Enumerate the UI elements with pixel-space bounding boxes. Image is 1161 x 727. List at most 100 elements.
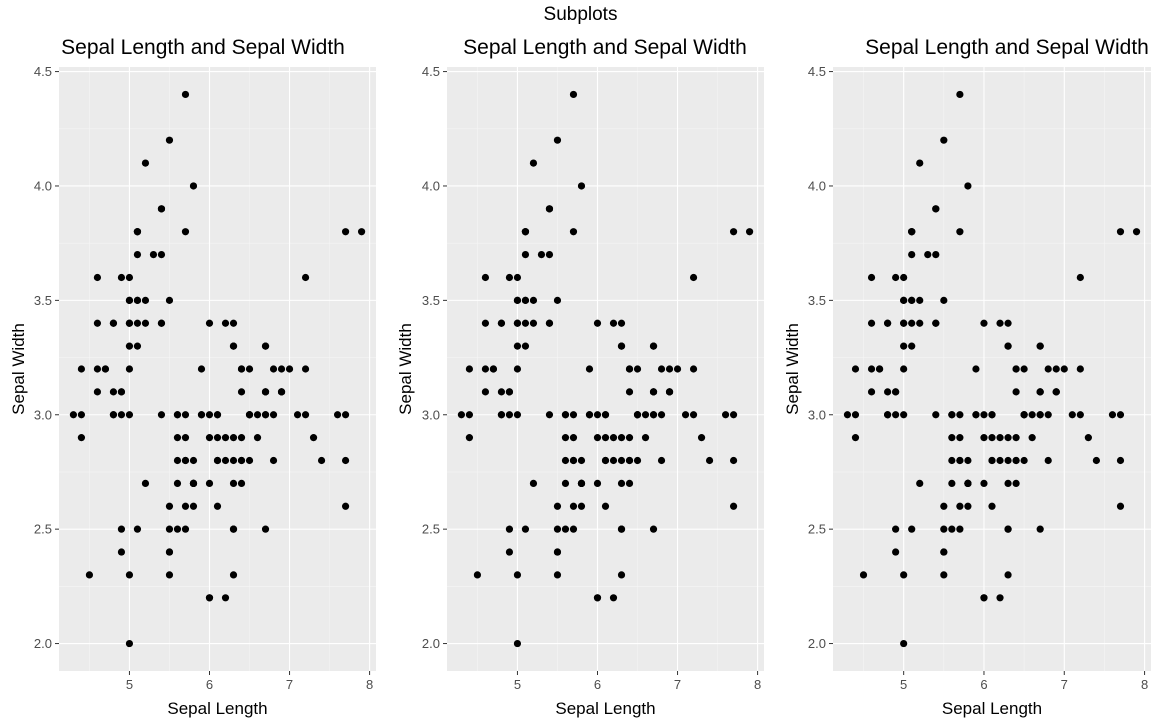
x-axis-label: Sepal Length bbox=[555, 699, 655, 718]
data-point bbox=[964, 456, 972, 465]
data-point bbox=[948, 434, 956, 442]
data-point bbox=[867, 388, 876, 396]
x-tick-label: 8 bbox=[754, 677, 761, 692]
data-point bbox=[93, 273, 102, 282]
data-point bbox=[972, 365, 980, 373]
data-point bbox=[940, 571, 948, 579]
data-point bbox=[908, 342, 916, 350]
data-point bbox=[261, 388, 270, 396]
data-point bbox=[221, 434, 230, 442]
panel-background bbox=[833, 67, 1151, 671]
data-point bbox=[505, 525, 514, 533]
y-tick-label: 2.5 bbox=[34, 522, 52, 537]
data-point bbox=[293, 411, 302, 419]
data-point bbox=[513, 342, 522, 350]
data-point bbox=[341, 411, 350, 419]
data-point bbox=[521, 296, 530, 304]
data-point bbox=[561, 411, 570, 419]
data-point bbox=[577, 456, 586, 465]
figure-title: Subplots bbox=[543, 4, 618, 25]
data-point bbox=[1012, 365, 1020, 373]
data-point bbox=[173, 411, 182, 419]
y-tick-label: 4.0 bbox=[422, 178, 440, 193]
y-tick-label: 3.5 bbox=[422, 293, 440, 308]
data-point bbox=[1092, 456, 1100, 465]
x-tick-label: 8 bbox=[366, 677, 373, 692]
y-tick-label: 4.0 bbox=[34, 178, 52, 193]
data-point bbox=[593, 434, 602, 442]
data-point bbox=[585, 411, 594, 419]
data-point bbox=[689, 273, 698, 282]
data-point bbox=[465, 411, 474, 419]
y-tick-label: 3.5 bbox=[808, 293, 826, 308]
x-axis-label: Sepal Length bbox=[942, 699, 1042, 718]
data-point bbox=[173, 479, 182, 487]
data-point bbox=[285, 365, 294, 373]
data-point bbox=[521, 251, 530, 259]
data-point bbox=[569, 456, 578, 465]
data-point bbox=[245, 411, 254, 419]
data-point bbox=[109, 411, 118, 419]
data-point bbox=[1076, 273, 1084, 282]
data-point bbox=[165, 502, 174, 510]
data-point bbox=[277, 365, 286, 373]
data-point bbox=[1004, 456, 1012, 465]
data-point bbox=[481, 388, 490, 396]
data-point bbox=[125, 639, 134, 648]
data-point bbox=[625, 434, 634, 442]
data-point bbox=[980, 594, 988, 602]
data-point bbox=[892, 525, 900, 533]
panel-background bbox=[59, 67, 376, 671]
data-point bbox=[932, 205, 940, 213]
data-point bbox=[173, 434, 182, 442]
data-point bbox=[609, 319, 618, 327]
data-point bbox=[197, 411, 206, 419]
data-point bbox=[932, 251, 940, 259]
data-point bbox=[505, 548, 514, 556]
data-point bbox=[569, 434, 578, 442]
data-point bbox=[1036, 525, 1044, 533]
data-point bbox=[229, 479, 238, 487]
data-point bbox=[301, 411, 310, 419]
data-point bbox=[529, 159, 538, 167]
data-point bbox=[513, 571, 522, 579]
data-point bbox=[229, 456, 238, 465]
data-point bbox=[625, 388, 634, 396]
data-point bbox=[673, 365, 682, 373]
data-point bbox=[553, 548, 562, 556]
data-point bbox=[173, 456, 182, 465]
data-point bbox=[884, 411, 892, 419]
data-point bbox=[205, 594, 214, 602]
data-point bbox=[205, 319, 214, 327]
subplot-title: Sepal Length and Sepal Width bbox=[61, 36, 345, 59]
data-point bbox=[513, 365, 522, 373]
data-point bbox=[513, 273, 522, 282]
data-point bbox=[948, 411, 956, 419]
data-point bbox=[197, 365, 206, 373]
data-point bbox=[513, 639, 522, 648]
data-point bbox=[457, 411, 466, 419]
x-tick-label: 5 bbox=[900, 677, 907, 692]
data-point bbox=[617, 319, 626, 327]
data-point bbox=[940, 136, 948, 144]
data-point bbox=[649, 525, 658, 533]
x-tick-label: 6 bbox=[980, 677, 987, 692]
data-point bbox=[1004, 525, 1012, 533]
data-point bbox=[916, 159, 924, 167]
y-tick-label: 4.5 bbox=[808, 64, 826, 79]
data-point bbox=[1068, 411, 1076, 419]
data-point bbox=[181, 456, 190, 465]
y-tick-label: 3.5 bbox=[34, 293, 52, 308]
data-point bbox=[77, 411, 86, 419]
data-point bbox=[633, 365, 642, 373]
data-point bbox=[229, 319, 238, 327]
data-point bbox=[625, 456, 634, 465]
data-point bbox=[529, 319, 538, 327]
data-point bbox=[497, 388, 506, 396]
data-point bbox=[1116, 502, 1125, 510]
x-tick-label: 8 bbox=[1141, 677, 1148, 692]
data-point bbox=[1004, 319, 1012, 327]
data-point bbox=[892, 388, 900, 396]
data-point bbox=[269, 365, 278, 373]
data-point bbox=[117, 411, 126, 419]
